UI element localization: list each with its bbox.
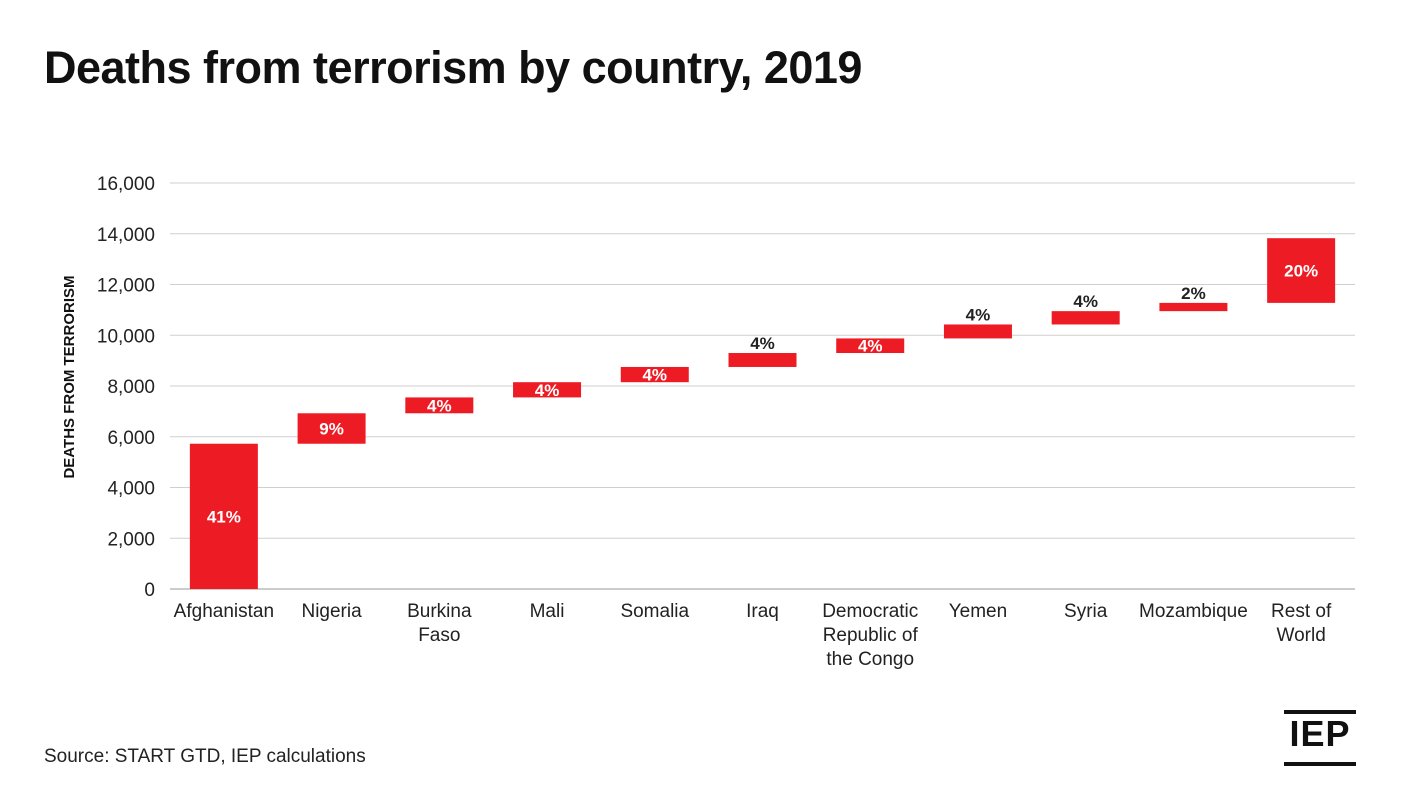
x-tick-label: Nigeria [301, 601, 362, 622]
x-tick-label: Somalia [620, 601, 689, 622]
x-tick-label: Yemen [949, 601, 1007, 622]
y-tick-label: 12,000 [97, 276, 155, 297]
data-label: 4% [427, 396, 452, 415]
data-label: 4% [966, 305, 991, 324]
source-note: Source: START GTD, IEP calculations [44, 746, 366, 767]
y-tick-label: 4,000 [107, 479, 155, 500]
x-tick-label: Mozambique [1139, 601, 1248, 622]
bar [943, 324, 1012, 339]
y-tick-labels: 0 2,000 4,000 6,000 8,000 10,000 12,000 14,000 1… [97, 174, 155, 601]
logo-text: IEP [1289, 713, 1351, 754]
data-labels: 41% 9% 4% 4% 4% 4% 4% 4% 4% 2% 20% [207, 262, 1318, 527]
gridlines [170, 182, 1355, 590]
data-label: 4% [1073, 292, 1098, 311]
logo-bar-top [1284, 710, 1356, 714]
y-tick-label: 2,000 [107, 529, 155, 550]
bar [1159, 302, 1228, 312]
bar [620, 366, 689, 383]
y-axis-label: DEATHS FROM TERRORISM [61, 275, 78, 478]
x-tick-label: Democratic Republic of the Congo [822, 601, 918, 670]
x-tick-label: Mali [530, 601, 565, 622]
data-label: 4% [535, 381, 560, 400]
bar [297, 413, 366, 444]
bar [513, 382, 582, 398]
bar [405, 397, 474, 414]
bar [1051, 311, 1120, 325]
data-label: 2% [1181, 284, 1206, 303]
data-label: 41% [207, 507, 241, 526]
data-label: 4% [858, 337, 883, 356]
bar [728, 353, 797, 367]
y-tick-label: 0 [144, 580, 155, 601]
bars [189, 238, 1336, 589]
data-label: 9% [319, 420, 344, 439]
bar [189, 443, 258, 589]
data-label: 4% [642, 366, 667, 385]
y-tick-label: 14,000 [97, 225, 155, 246]
logo-bar-bottom [1284, 762, 1356, 766]
bar [1267, 238, 1336, 303]
x-tick-label: Iraq [746, 601, 779, 622]
x-tick-labels: Afghanistan Nigeria Burkina Faso Mali Somalia… [174, 601, 1332, 670]
bar [836, 338, 905, 354]
y-tick-label: 8,000 [107, 377, 155, 398]
chart-title: Deaths from terrorism by country, 2019 [44, 42, 862, 93]
iep-logo: IEP [1284, 710, 1356, 766]
x-tick-label: Burkina Faso [407, 601, 472, 646]
y-tick-label: 6,000 [107, 428, 155, 449]
y-tick-label: 16,000 [97, 174, 155, 195]
data-label: 4% [750, 334, 775, 353]
x-tick-label: Syria [1064, 601, 1108, 622]
data-label: 20% [1284, 262, 1318, 281]
x-tick-label: Afghanistan [174, 601, 274, 622]
x-tick-label: Rest of World [1271, 601, 1332, 646]
y-tick-label: 10,000 [97, 326, 155, 347]
